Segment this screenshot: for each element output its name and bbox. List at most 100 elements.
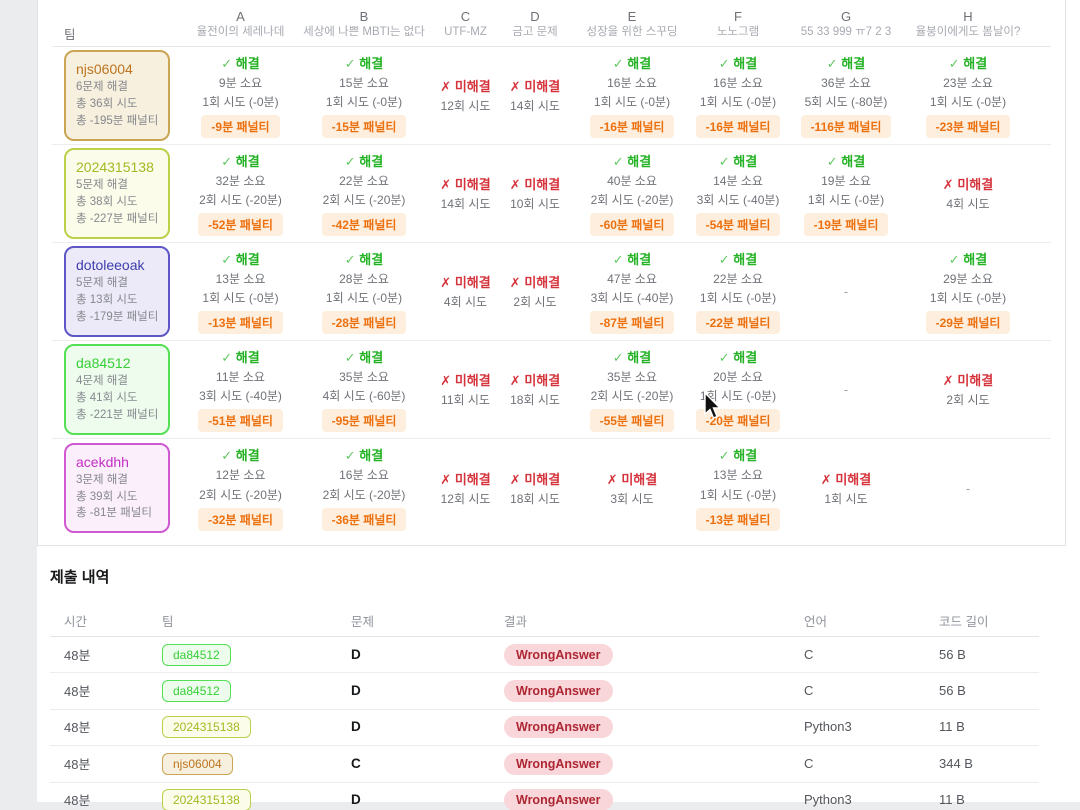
team-solved-count: 4문제 해결 (76, 375, 128, 388)
problem-result-cell: ✗ 미해결 12회 시도 (429, 76, 502, 114)
problem-result-cell: - (912, 481, 1024, 496)
submission-problem-cell: D (337, 718, 490, 736)
code-length: 56 B (939, 646, 966, 662)
problem-title: 율전이의 세레나데 (196, 26, 285, 39)
penalty-badge: -15분 패널티 (321, 115, 407, 139)
check-icon: ✓ (948, 55, 964, 71)
submission-language: Python3 (804, 792, 852, 808)
problem-letter: H (963, 9, 973, 24)
problem-result-cell: ✓ 해결 32분 소요 2회 시도 (-20분) -52분 패널티 (182, 151, 299, 237)
submission-row: 48분 2024315138 D WrongAnswer Python3 11 B (50, 710, 1039, 747)
submission-language: C (804, 683, 814, 699)
unsolved-status: ✗ 미해결 (821, 469, 871, 488)
submission-time: 48분 (64, 756, 91, 772)
attempt-count: 18회 시도 (510, 393, 560, 408)
solved-status: ✓ 해결 (221, 445, 259, 464)
submission-result-cell: WrongAnswer (490, 643, 790, 666)
attempt-count: 14회 시도 (440, 197, 491, 212)
solve-time: 11분 소요 (216, 369, 265, 384)
attempt-count: 4회 시도 (443, 295, 488, 310)
penalty-badge: -36분 패널티 (321, 507, 407, 531)
problem-result-cell: ✓ 해결 13분 소요 1회 시도 (-0분) -13분 패널티 (182, 249, 299, 335)
solve-time: 16분 소요 (607, 75, 657, 90)
problem-result-cell: ✓ 해결 29분 소요 1회 시도 (-0분) -29분 패널티 (912, 249, 1024, 335)
result-badge: WrongAnswer (504, 752, 613, 775)
team-attempt-count: 총 39회 시도 (76, 490, 138, 503)
problem-letter: C (351, 755, 361, 771)
cross-icon: ✗ (440, 79, 455, 95)
attempt-count: 1회 시도 (-0분) (202, 291, 279, 305)
problem-column-header: F 노노그램 (696, 0, 780, 40)
submission-time: 48분 (64, 647, 91, 663)
team-name: acekdhh (76, 453, 129, 470)
attempt-count: 1회 시도 (-0분) (929, 291, 1007, 305)
penalty-badge: -116분 패널티 (800, 115, 892, 139)
submission-row: 48분 njs06004 C WrongAnswer C 344 B (50, 746, 1039, 783)
unsolved-status: ✗ 미해결 (510, 272, 560, 291)
penalty-badge: -52분 패널티 (198, 213, 283, 237)
attempt-count: 2회 시도 (-20분) (590, 193, 674, 207)
check-icon: ✓ (221, 349, 236, 365)
problem-column-header: H 율붕이에게도 봄날이? (912, 0, 1024, 40)
team-badge[interactable]: da84512 (162, 680, 231, 703)
cross-icon: ✗ (509, 373, 525, 389)
solved-status: ✓ 해결 (345, 151, 383, 170)
penalty-badge: -16분 패널티 (695, 115, 781, 139)
cross-icon: ✗ (440, 177, 455, 193)
penalty-badge: -29분 패널티 (925, 311, 1011, 335)
unsolved-label: 미해결 (957, 177, 994, 193)
solve-time: 14분 소요 (713, 173, 763, 188)
unsolved-status: ✗ 미해결 (510, 370, 560, 389)
unsolved-label: 미해결 (454, 177, 491, 193)
attempt-count: 4회 시도 (-60분) (322, 389, 406, 403)
submission-language: C (804, 755, 814, 771)
submission-problem-cell: C (337, 755, 490, 773)
attempt-count: 2회 시도 (-20분) (322, 487, 406, 502)
cross-icon: ✗ (509, 275, 525, 291)
unsolved-label: 미해결 (524, 177, 561, 193)
submission-time: 48분 (64, 684, 91, 700)
submission-time-cell: 48분 (50, 790, 148, 810)
solve-time: 40분 소요 (607, 173, 657, 188)
penalty-badge: -28분 패널티 (321, 311, 407, 335)
problem-result-cell: ✓ 해결 12분 소요 2회 시도 (-20분) -32분 패널티 (182, 445, 299, 531)
submission-time-cell: 48분 (50, 681, 148, 701)
solved-label: 해결 (841, 153, 866, 169)
penalty-badge: -16분 패널티 (589, 115, 675, 139)
check-icon: ✓ (718, 251, 734, 267)
submission-time-cell: 48분 (50, 717, 148, 737)
check-icon: ✓ (718, 153, 734, 169)
page-content: 팀 A 율전이의 세레나데 B 세상에 나쁜 MBTI는 없다 C UTF-MZ D 금고 문… (37, 0, 1080, 810)
team-name: njs06004 (76, 61, 133, 78)
check-icon: ✓ (344, 349, 360, 365)
team-badge[interactable]: 2024315138 (162, 716, 251, 739)
team-card: acekdhh 3문제 해결 총 39회 시도 총 -81분 패널티 (64, 442, 170, 533)
no-attempt-dash: - (843, 382, 849, 397)
solved-status: ✓ 해결 (221, 347, 259, 366)
problem-column-header: G 55 33 999 ㅠ7 2 3 (780, 0, 912, 40)
problem-result-cell: ✓ 해결 40분 소요 2회 시도 (-20분) -60분 패널티 (568, 151, 696, 237)
problem-column-header: B 세상에 나쁜 MBTI는 없다 (299, 0, 429, 40)
team-badge[interactable]: 2024315138 (162, 789, 251, 810)
team-card: 2024315138 5문제 해결 총 38회 시도 총 -227분 패널티 (64, 148, 170, 239)
submissions-heading: 제출 내역 (50, 569, 110, 586)
team-badge[interactable]: da84512 (162, 643, 231, 666)
team-badge[interactable]: njs06004 (162, 752, 233, 775)
problem-title: 성장을 위한 스꾸딩 (586, 26, 678, 39)
problem-result-cell: ✓ 해결 16분 소요 2회 시도 (-20분) -36분 패널티 (299, 445, 429, 531)
problem-letter: D (351, 683, 361, 699)
cross-icon: ✗ (942, 177, 958, 193)
problem-result-cell: ✓ 해결 22분 소요 1회 시도 (-0분) -22분 패널티 (695, 249, 781, 335)
solve-time: 36분 소요 (821, 75, 871, 90)
team-attempt-count: 총 13회 시도 (76, 294, 138, 307)
solved-label: 해결 (235, 251, 260, 267)
penalty-badge: -9분 패널티 (201, 115, 280, 139)
check-icon: ✓ (344, 251, 360, 267)
unsolved-status: ✗ 미해결 (943, 174, 993, 193)
problem-letter: B (359, 9, 369, 24)
solved-status: ✓ 해결 (221, 249, 259, 268)
no-attempt-dash: - (843, 284, 849, 299)
cross-icon: ✗ (509, 79, 525, 95)
attempt-count: 1회 시도 (-0분) (699, 95, 777, 109)
problem-result-cell: ✗ 미해결 4회 시도 (429, 272, 502, 310)
